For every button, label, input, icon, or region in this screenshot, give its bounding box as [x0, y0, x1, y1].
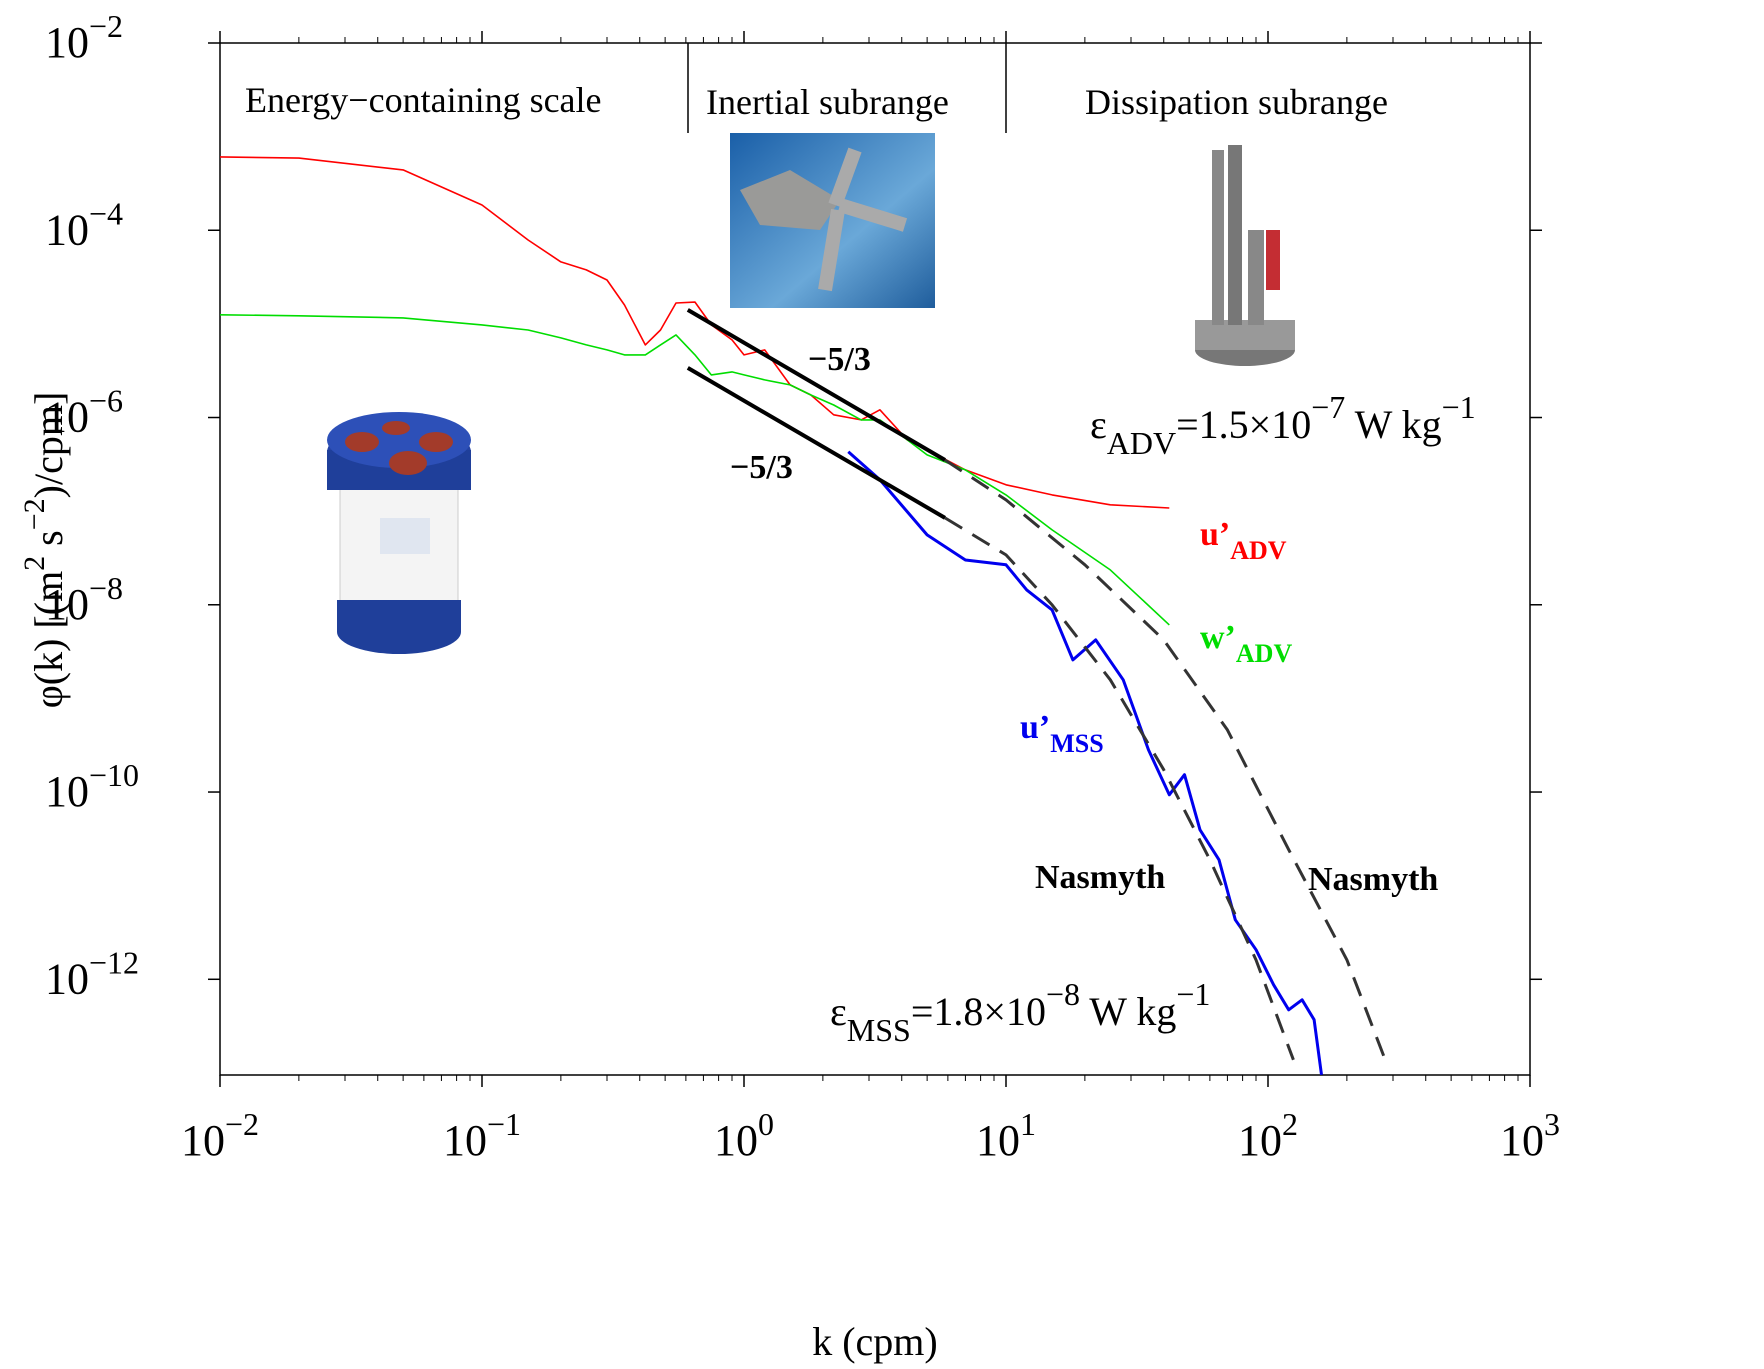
- series-label: w’ADV: [1200, 619, 1292, 668]
- text: ε: [1090, 402, 1107, 447]
- text: s: [26, 530, 71, 556]
- series-label: Nasmyth: [1308, 861, 1438, 898]
- series-line: [944, 458, 1387, 1061]
- region-label: Dissipation subrange: [1085, 82, 1388, 122]
- series-label: Nasmyth: [1035, 859, 1165, 896]
- text: =1.8×10: [911, 989, 1046, 1034]
- text: W kg: [1080, 989, 1176, 1034]
- series-line: [847, 450, 1323, 1075]
- epsilon-annotation: εADV=1.5×10−7 W kg−1: [1040, 382, 1506, 461]
- text: MSS: [847, 1012, 911, 1048]
- tick-label: 10−2: [45, 8, 123, 67]
- tick-label: 102: [1238, 1106, 1298, 1165]
- series-label: u’ADV: [1200, 516, 1287, 565]
- text: −1: [1442, 389, 1476, 425]
- series-line: [686, 366, 947, 520]
- text: 2: [18, 556, 51, 571]
- adv-photo: [730, 133, 935, 308]
- series-line: [686, 308, 947, 462]
- tick-label: 103: [1500, 1106, 1560, 1165]
- series-line: [944, 516, 1295, 1061]
- y-axis-label: φ(k) [(m2 s−2)/cpm]: [18, 362, 71, 759]
- tick-label: 101: [976, 1106, 1036, 1165]
- text: ε: [830, 989, 847, 1034]
- text: ADV: [1107, 425, 1176, 461]
- text: W kg: [1345, 402, 1441, 447]
- text: −1: [1176, 976, 1210, 1012]
- tick-label: 10−6: [45, 383, 123, 442]
- text: −7: [1311, 389, 1345, 425]
- region-label: Energy−containing scale: [245, 80, 602, 120]
- tick-label: 10−1: [443, 1106, 521, 1165]
- series-label: u’MSS: [1020, 709, 1104, 758]
- tick-label: 10−2: [181, 1106, 259, 1165]
- text: −2: [18, 498, 51, 530]
- mss-photo: [1195, 145, 1295, 366]
- tick-label: 10−4: [45, 195, 123, 254]
- epsilon-annotation: εMSS=1.8×10−8 W kg−1: [780, 969, 1240, 1048]
- tick-label: 100: [714, 1106, 774, 1165]
- plot-frame: [219, 42, 1531, 1076]
- text: φ(k) [(m: [26, 571, 71, 708]
- tick-label: 10−8: [45, 570, 123, 629]
- x-axis-label: k (cpm): [812, 1319, 938, 1364]
- series-label: −5/3: [730, 449, 793, 486]
- series-line: [220, 314, 1170, 626]
- region-label: Inertial subrange: [706, 82, 949, 122]
- text: =1.5×10: [1176, 402, 1311, 447]
- tick-label: 10−12: [45, 944, 139, 1003]
- series-label: −5/3: [808, 341, 871, 378]
- text: )/cpm]: [26, 392, 71, 499]
- text: −8: [1046, 976, 1080, 1012]
- adcp-photo: [327, 412, 471, 654]
- tick-label: 10−10: [45, 757, 139, 816]
